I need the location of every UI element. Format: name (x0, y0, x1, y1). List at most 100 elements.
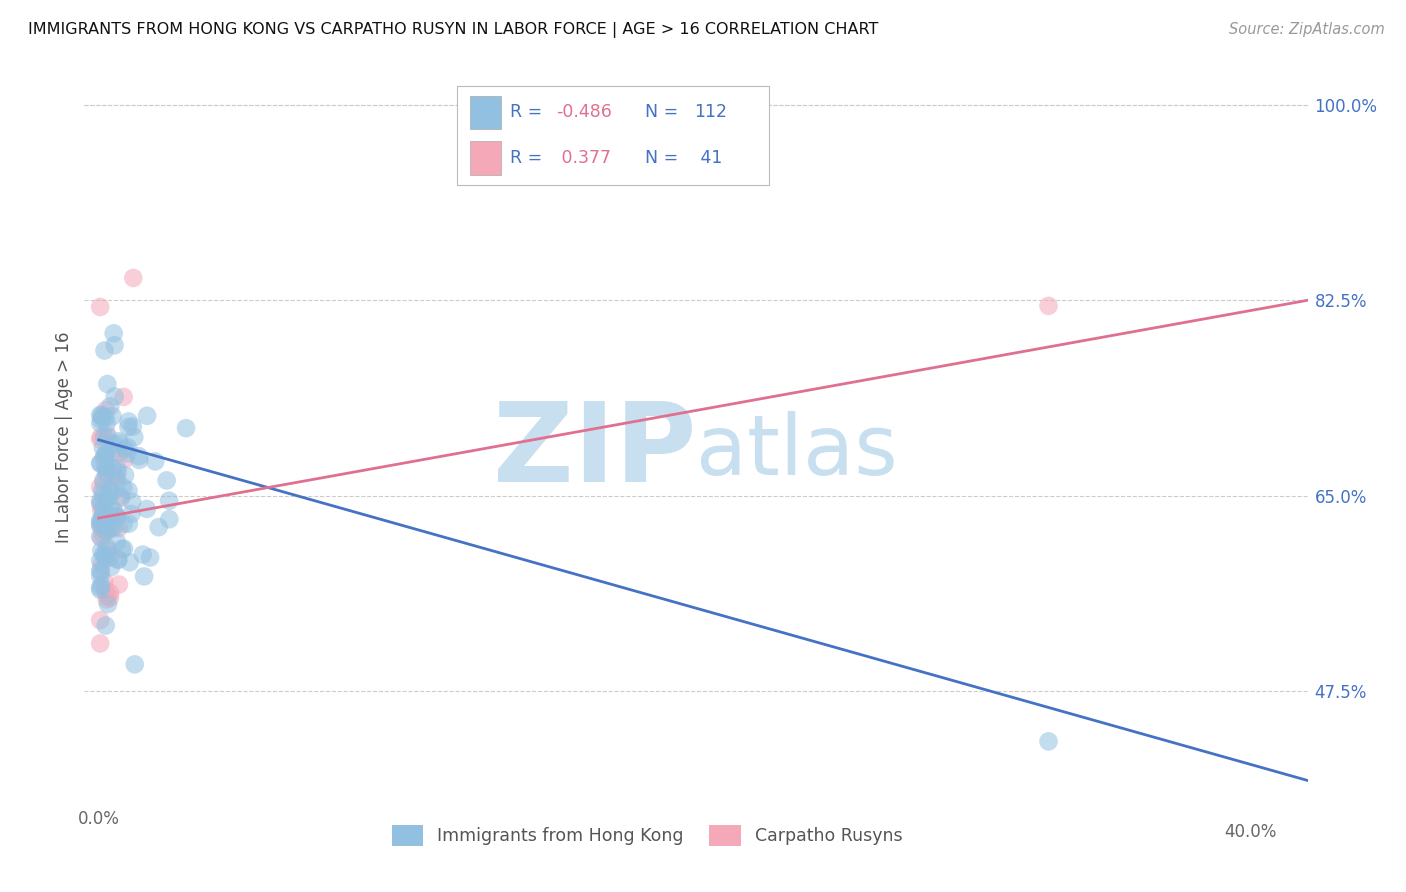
Point (103, 437, 125, 451)
Point (114, 442, 136, 457)
Text: IMMIGRANTS FROM HONG KONG VS CARPATHO RUSYN IN LABOR FORCE | AGE > 16 CORRELATIO: IMMIGRANTS FROM HONG KONG VS CARPATHO RU… (28, 22, 879, 38)
Point (105, 475, 128, 489)
Point (98, 522, 121, 536)
Point (89, 494, 111, 508)
Point (105, 509, 128, 524)
Point (124, 657, 146, 672)
Point (91, 518, 114, 533)
Point (89, 513, 111, 527)
Point (103, 521, 125, 535)
Point (105, 534, 128, 549)
Point (128, 449, 150, 463)
Point (118, 516, 141, 531)
Point (93, 506, 115, 520)
Text: atlas: atlas (696, 411, 897, 492)
Point (90, 496, 112, 510)
Point (101, 461, 124, 475)
Point (90, 558, 112, 572)
Point (91, 441, 114, 455)
Point (89, 480, 111, 494)
Point (89, 518, 111, 533)
Point (93, 430, 115, 444)
Point (94, 518, 117, 533)
Point (100, 485, 122, 500)
Point (89, 416, 111, 430)
Point (89, 564, 111, 578)
Point (105, 470, 128, 484)
Point (93, 449, 115, 463)
Point (108, 434, 131, 449)
Point (91, 504, 114, 518)
Point (136, 409, 159, 423)
Point (118, 555, 141, 569)
Text: 40.0%: 40.0% (1223, 823, 1277, 841)
Point (93, 343, 115, 358)
Point (111, 541, 134, 556)
Point (90, 565, 112, 579)
Point (89, 408, 111, 422)
Point (157, 512, 180, 526)
Point (121, 494, 143, 508)
Point (94, 403, 117, 417)
Point (132, 548, 155, 562)
Point (93, 574, 115, 589)
Point (96, 589, 118, 603)
Point (104, 389, 127, 403)
Text: Source: ZipAtlas.com: Source: ZipAtlas.com (1229, 22, 1385, 37)
Point (120, 507, 142, 521)
Point (139, 550, 162, 565)
Point (128, 453, 150, 467)
Point (90, 430, 112, 444)
Point (89, 432, 111, 446)
Point (112, 480, 135, 494)
Point (89, 613, 111, 627)
Point (96, 524, 118, 539)
Point (112, 390, 135, 404)
Point (103, 467, 125, 482)
Point (100, 560, 122, 574)
Point (117, 483, 139, 498)
Point (107, 553, 129, 567)
Point (89, 581, 111, 595)
Point (115, 446, 138, 460)
Point (90, 514, 112, 528)
Point (89, 569, 111, 583)
Point (90, 503, 112, 517)
Point (110, 491, 132, 505)
Point (122, 271, 145, 285)
Point (100, 447, 122, 461)
Point (96, 466, 118, 480)
Point (96, 426, 118, 441)
Point (107, 521, 129, 535)
Point (157, 493, 180, 508)
Point (90, 578, 112, 592)
Point (148, 520, 170, 534)
Point (121, 419, 143, 434)
Point (101, 502, 124, 516)
Point (112, 541, 135, 556)
Point (96, 541, 118, 555)
Point (91, 488, 114, 502)
Point (90, 408, 112, 422)
Point (97, 462, 120, 476)
Point (96, 491, 118, 506)
Point (90, 456, 112, 470)
Point (90, 413, 112, 427)
Point (89, 300, 111, 314)
Point (100, 520, 122, 534)
Text: ZIP: ZIP (492, 398, 696, 505)
Point (91, 410, 114, 425)
Point (94, 447, 117, 461)
Point (103, 326, 125, 341)
Point (90, 543, 112, 558)
Point (91, 510, 114, 524)
Point (105, 461, 128, 475)
Point (98, 400, 121, 414)
Point (90, 531, 112, 545)
Point (98, 489, 121, 503)
Point (101, 409, 124, 424)
Point (89, 582, 111, 597)
Point (103, 504, 125, 518)
Point (117, 415, 139, 429)
Point (112, 516, 135, 531)
